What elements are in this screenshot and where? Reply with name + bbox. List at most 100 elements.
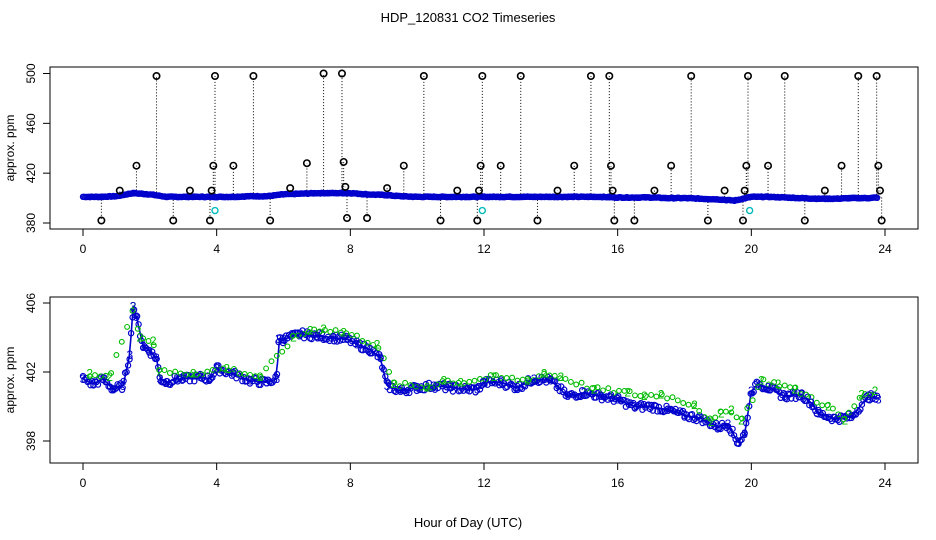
bottom-marker-3-45: 3: [598, 389, 605, 403]
bottom-level2-point-136: [813, 399, 820, 406]
bottom-level2-point-123: [744, 405, 751, 411]
bottom-level2-point-74: [482, 376, 489, 383]
top-x-tick-label-0: 0: [80, 242, 87, 256]
bottom-marker-3-15: 3: [197, 370, 204, 384]
bottom-x-tick-label-3: 12: [477, 476, 491, 490]
top-flag-point-46: [738, 216, 747, 225]
bottom-level2-point-18: [182, 371, 189, 378]
bottom-level2-point-121: [733, 414, 740, 421]
bottom-level2-point-76: [493, 372, 499, 379]
bottom-level2-point-139: [829, 405, 836, 412]
bottom-marker-3-26: 3: [330, 331, 337, 345]
bottom-marker-2-27: 2: [708, 415, 715, 429]
bottom-level2-point-71: [466, 378, 473, 385]
top-flag-point-15: [319, 69, 328, 78]
bottom-point-433: [730, 432, 738, 439]
bottom-marker-3-49: 3: [648, 400, 655, 414]
bottom-marker-3-6: 3: [130, 299, 137, 313]
bottom-x-tick-label-0: 0: [80, 476, 87, 490]
bottom-point-360: [621, 396, 628, 404]
bottom-level2-point-95: [594, 384, 601, 391]
bottom-point-442: [744, 414, 751, 421]
bottom-level2-point-10: [140, 335, 147, 342]
bottom-point-528: [873, 392, 881, 399]
bottom-level2-point-134: [803, 391, 810, 398]
bottom-marker-3-52: 3: [698, 412, 705, 426]
bottom-level2-point-72: [471, 377, 478, 384]
bottom-marker-3-34: 3: [431, 379, 438, 393]
bottom-level2-point-35: [273, 352, 280, 359]
bottom-level2-point-113: [690, 402, 697, 409]
top-flag-point-43: [687, 71, 696, 80]
top-flag-point-58: [875, 186, 884, 195]
bottom-marker-3-40: 3: [514, 381, 521, 395]
bottom-level2-point-119: [722, 408, 729, 415]
bottom-marker-2-25: 2: [658, 387, 665, 401]
bottom-marker-2-36: 2: [858, 387, 865, 401]
top-plot-frame: [49, 66, 919, 230]
bottom-point-401: [682, 411, 690, 418]
bottom-marker-3-7: 3: [133, 310, 140, 324]
bottom-level2-point-17: [177, 370, 184, 377]
bottom-level2-point-8: [129, 307, 136, 314]
bottom-marker-3-14: 3: [180, 372, 187, 386]
bottom-marker-2-18: 2: [491, 370, 498, 384]
bottom-point-468: [783, 396, 791, 403]
bottom-point-131: [276, 334, 284, 341]
bottom-level2-point-117: [712, 414, 719, 421]
top-flag-point-42: [667, 161, 676, 170]
top-flag-point-48: [742, 161, 751, 170]
bottom-level2-point-32: [257, 373, 264, 380]
bottom-level2-point-45: [327, 328, 334, 335]
bottom-point-362: [624, 398, 631, 405]
bottom-level2-point-85: [541, 370, 548, 377]
top-flag-point-2: [132, 161, 141, 170]
bottom-level2-point-99: [616, 387, 622, 394]
bottom-level2-point-6: [118, 338, 125, 345]
top-x-tick-label-2: 8: [347, 242, 354, 256]
bottom-level2-point-102: [632, 392, 638, 399]
bottom-marker-2-13: 2: [374, 337, 381, 351]
bottom-point-294: [521, 383, 529, 390]
bottom-marker-3-55: 3: [735, 436, 742, 450]
bottom-point-357: [616, 396, 624, 403]
bottom-level2-point-61: [412, 383, 419, 390]
bottom-level2-point-108: [664, 395, 671, 402]
top-flag-point-29: [478, 71, 487, 80]
top-flag-point-49: [743, 71, 752, 80]
bottom-y-tick-label-2: 406: [24, 293, 38, 313]
top-flag-point-4: [169, 216, 178, 225]
bottom-point-44: [145, 349, 153, 356]
bottom-level2-point-48: [343, 330, 350, 337]
bottom-level2-point-3: [102, 372, 109, 379]
bottom-level2-point-106: [653, 393, 660, 400]
bottom-level2-point-33: [263, 365, 270, 372]
bottom-level2-point-59: [402, 379, 409, 386]
bottom-level2-point-41: [305, 328, 312, 335]
bottom-marker-3-57: 3: [748, 384, 755, 398]
top-flag-point-21: [383, 184, 392, 193]
bottom-level2-point-31: [252, 373, 259, 380]
bottom-marker-2-9: 2: [290, 331, 297, 345]
bottom-level2-point-58: [396, 383, 403, 390]
bottom-level2-point-120: [728, 409, 735, 416]
bottom-point-49: [153, 355, 160, 363]
bottom-point-26: [118, 386, 126, 393]
bottom-marker-2-2: 2: [130, 299, 137, 313]
bottom-level2-point-2: [97, 373, 104, 380]
bottom-point-90: [215, 362, 222, 369]
bottom-marker-3-32: 3: [397, 384, 404, 398]
bottom-level2-point-25: [220, 365, 227, 372]
bottom-marker-2-0: 2: [86, 367, 93, 381]
bottom-level2-point-132: [792, 384, 799, 391]
top-flag-point-16: [337, 69, 346, 78]
bottom-point-82: [203, 378, 210, 385]
top-flag-point-33: [553, 186, 562, 195]
top-panel: approx. ppm 380 420 460 500 0 4 8 12 16 20 24: [3, 63, 919, 256]
bottom-level2-point-88: [557, 375, 564, 382]
bottom-marker-3-35: 3: [447, 381, 454, 395]
bottom-marker-3-53: 3: [715, 420, 722, 434]
bottom-level2-point-4: [108, 370, 115, 377]
bottom-level2-point-49: [348, 331, 355, 338]
bottom-marker-3-43: 3: [564, 389, 571, 403]
